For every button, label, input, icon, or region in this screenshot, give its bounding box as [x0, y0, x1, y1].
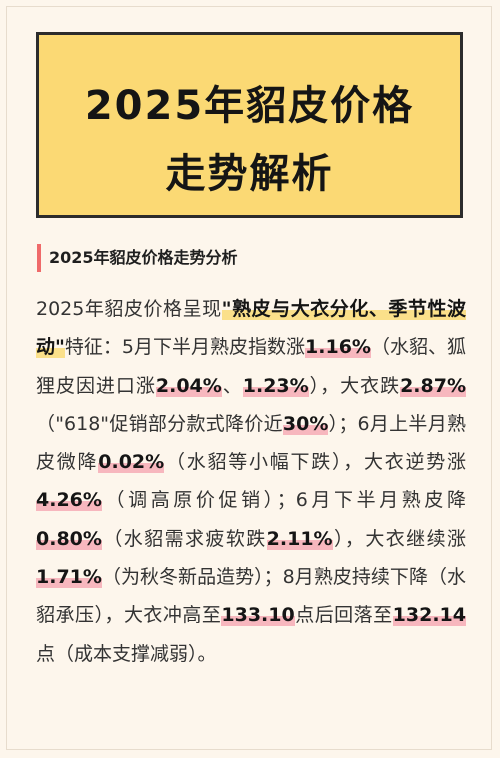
percent-value: 2.87%	[400, 374, 466, 397]
section-heading: 2025年貂皮价格走势分析	[37, 244, 238, 272]
text-segment: （调高原价促销）；6月下半月熟皮降	[101, 489, 466, 512]
percent-value: 1.16%	[305, 336, 371, 359]
title-line-1: 2025年貂皮价格	[84, 83, 415, 129]
percent-value: 2.11%	[266, 527, 333, 550]
index-value: 133.10	[221, 604, 295, 627]
text-segment: ），大衣跌	[308, 374, 401, 397]
text-segment: （水貂、狐狸皮因进口涨	[36, 336, 466, 397]
percent-value: 1.23%	[242, 374, 309, 397]
text-segment: 特征：5月下半月熟皮指数涨	[64, 336, 306, 359]
text-segment: ）；6月上半月熟皮微降	[36, 412, 466, 474]
text-segment: 、	[221, 374, 243, 397]
index-value: 132.14	[392, 604, 466, 627]
text-segment: 2025年貂皮价格呈现	[36, 298, 222, 320]
text-segment: 点后回落至	[294, 604, 393, 627]
text-segment: （为秋冬新品造势）；8月熟皮持续下降（水貂承压），大衣冲高至	[36, 566, 466, 627]
percent-value: 0.02%	[98, 451, 165, 474]
text-segment: 点（成本支撑减弱）。	[36, 642, 217, 665]
title-banner: 2025年貂皮价格 走势解析	[36, 32, 463, 218]
percent-value: 1.71%	[36, 566, 102, 589]
text-segment: （水貂需求疲软跌	[101, 527, 267, 550]
percent-value: 4.26%	[36, 489, 102, 512]
percent-value: 30%	[282, 412, 329, 435]
title-line-2: 走势解析	[165, 151, 334, 197]
page-frame	[6, 6, 492, 750]
percent-value: 0.80%	[36, 527, 102, 550]
text-segment: （水貂等小幅下跌），大衣逆势涨	[164, 451, 466, 474]
analysis-paragraph: 2025年貂皮价格呈现"熟皮与大衣分化、季节性波动"特征：5月下半月熟皮指数涨1…	[36, 290, 466, 673]
text-segment: （"618"促销部分款式降价近	[36, 412, 283, 435]
text-segment: ），大衣继续涨	[332, 527, 466, 550]
percent-value: 2.04%	[155, 374, 222, 397]
